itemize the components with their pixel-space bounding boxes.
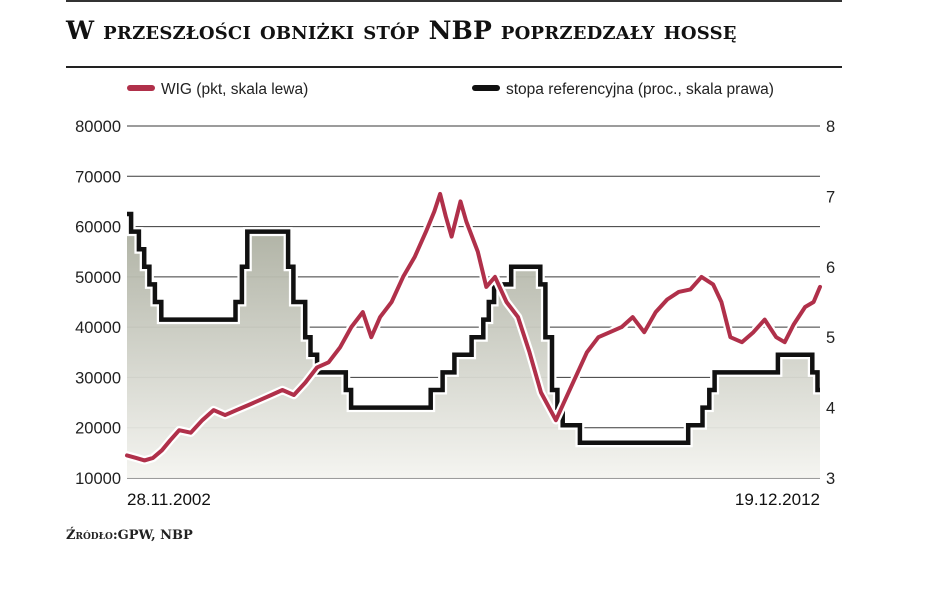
y-right-tick-label: 8	[826, 118, 835, 136]
y-right-tick-label: 6	[826, 259, 835, 277]
series-lines	[122, 189, 825, 465]
legend-label-rate: stopa referencyjna (proc., skala prawa)	[506, 81, 774, 98]
wig-line	[125, 191, 822, 463]
chart-title: W przeszłości obniżki stóp NBP poprzedza…	[66, 16, 737, 45]
y-left-tick-label: 60000	[75, 219, 121, 237]
y-left-tick-label: 80000	[75, 118, 121, 136]
y-right-tick-label: 4	[826, 400, 835, 418]
title-rule	[66, 66, 842, 68]
source-note: Źródło:GPW, NBP	[66, 528, 193, 543]
y-left-tick-label: 20000	[75, 420, 121, 438]
y-left-tick-label: 50000	[75, 269, 121, 287]
y-left-tick-label: 10000	[75, 470, 121, 488]
chart-area: 80000 70000 60000 50000 40000 30000 20000 10000…	[75, 81, 835, 509]
legend: WIG (pkt, skala lewa) stopa referencyjna…	[127, 81, 774, 98]
y-right-tick-label: 5	[826, 329, 835, 347]
y-right-tick-label: 7	[826, 188, 835, 206]
y-left-tick-label: 70000	[75, 168, 121, 186]
top-rule	[66, 0, 842, 2]
rate-line	[127, 211, 820, 446]
y-axis-right: 8 7 6 5 4 3	[826, 118, 835, 488]
x-start-label: 28.11.2002	[127, 490, 211, 509]
y-left-tick-label: 40000	[75, 319, 121, 337]
legend-label-wig: WIG (pkt, skala lewa)	[161, 81, 308, 98]
y-axis-left: 80000 70000 60000 50000 40000 30000 20000 10000	[75, 118, 121, 488]
x-end-label: 19.12.2012	[735, 490, 820, 509]
y-right-tick-label: 3	[826, 470, 835, 488]
y-left-tick-label: 30000	[75, 369, 121, 387]
